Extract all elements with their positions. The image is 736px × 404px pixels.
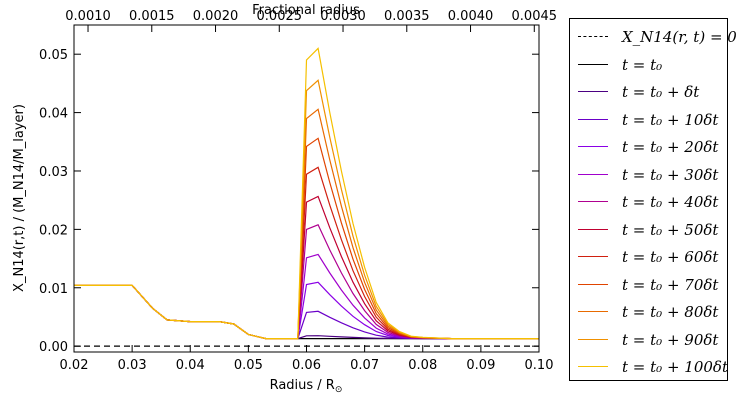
x-axis-title-text: Radius / R <box>270 378 335 393</box>
legend-swatch-3 <box>578 118 608 120</box>
legend-item-2: t = t₀ + δt <box>570 81 727 103</box>
legend-label-8: t = t₀ + 60δt <box>622 248 719 266</box>
legend-swatch-2 <box>578 91 608 92</box>
y-tick-label-4: 0.04 <box>39 107 68 122</box>
axes-layer: 0.02 0.03 0.04 0.05 0.06 0.07 0.08 0.09 0.10 0.00… <box>39 9 557 373</box>
legend-item-3: t = t₀ + 10δt <box>570 109 727 131</box>
y-tick-label-2: 0.02 <box>39 223 68 238</box>
x-tick-label-5: 0.07 <box>350 358 379 373</box>
x2-tick-label-2: 0.0020 <box>193 9 239 24</box>
legend-swatch-8 <box>578 256 608 257</box>
legend-item-4: t = t₀ + 20δt <box>570 136 727 158</box>
legend-swatch-7 <box>578 228 608 230</box>
legend-label-4: t = t₀ + 20δt <box>622 138 719 156</box>
legend-item-0: X_N14(r, t) = 0 <box>570 26 736 48</box>
legend-swatch-0 <box>578 36 608 37</box>
series-line-11 <box>74 47 539 340</box>
x2-tick-label-1: 0.0015 <box>129 9 175 24</box>
y-tick-label-0: 0.00 <box>39 340 68 355</box>
y-tick-label-5: 0.05 <box>39 48 68 63</box>
legend-swatch-1 <box>578 63 608 65</box>
legend-swatch-11 <box>578 338 608 340</box>
series-line-3 <box>74 281 539 340</box>
legend-label-9: t = t₀ + 70δt <box>622 275 719 294</box>
x-axis-title-subscript: ⊙ <box>335 385 343 395</box>
legend-item-11: t = t₀ + 90δt <box>570 329 727 351</box>
legend-item-5: t = t₀ + 30δt <box>570 164 727 186</box>
legend-label-6: t = t₀ + 40δt <box>622 193 719 211</box>
legend-swatch-4 <box>578 146 608 147</box>
x-tick-label-7: 0.09 <box>466 358 495 373</box>
series-line-9 <box>74 108 539 340</box>
x2-axis-title: Fractional radius <box>252 3 360 18</box>
legend-item-9: t = t₀ + 70δt <box>570 274 727 296</box>
legend: X_N14(r, t) = 0 t = t₀ t = t₀ + δt t = t₀ +… <box>569 18 736 381</box>
legend-item-10: t = t₀ + 80δt <box>570 301 727 323</box>
legend-label-10: t = t₀ + 80δt <box>622 303 719 321</box>
legend-label-7: t = t₀ + 50δt <box>622 220 719 239</box>
y-tick-label-1: 0.01 <box>39 282 68 297</box>
x2-tick-label-7: 0.0045 <box>512 9 558 24</box>
series-line-8 <box>74 137 539 340</box>
legend-swatch-10 <box>578 311 608 312</box>
legend-label-12: t = t₀ + 100δt <box>622 358 728 376</box>
legend-item-12: t = t₀ + 100δt <box>570 356 728 378</box>
legend-label-3: t = t₀ + 10δt <box>622 110 719 129</box>
x2-tick-label-4: 0.0030 <box>320 9 366 24</box>
legend-swatch-5 <box>578 173 608 175</box>
legend-item-6: t = t₀ + 40δt <box>570 191 727 213</box>
legend-label-1: t = t₀ <box>622 55 663 74</box>
legend-label-5: t = t₀ + 30δt <box>622 165 719 184</box>
y-tick-label-3: 0.03 <box>39 165 68 180</box>
legend-label-2: t = t₀ + δt <box>622 83 700 101</box>
x2-tick-label-0: 0.0010 <box>65 9 111 24</box>
x-tick-label-6: 0.08 <box>408 358 437 373</box>
series-line-5 <box>74 224 539 340</box>
legend-label-11: t = t₀ + 90δt <box>622 330 719 349</box>
legend-item-8: t = t₀ + 60δt <box>570 246 727 268</box>
series-layer <box>74 47 539 347</box>
legend-swatch-9 <box>578 283 608 285</box>
x2-tick-label-3: 0.0025 <box>257 9 303 24</box>
legend-item-1: t = t₀ <box>570 54 727 76</box>
series-line-4 <box>74 253 539 340</box>
x-tick-label-3: 0.05 <box>234 358 263 373</box>
x-tick-label-0: 0.02 <box>60 358 89 373</box>
x-axis-title: Radius / R⊙ <box>270 378 343 395</box>
legend-label-0: X_N14(r, t) = 0 <box>622 28 736 46</box>
x-tick-label-1: 0.03 <box>118 358 147 373</box>
series-line-6 <box>74 195 539 340</box>
legend-item-7: t = t₀ + 50δt <box>570 219 727 241</box>
x-tick-label-4: 0.06 <box>292 358 321 373</box>
x-tick-label-2: 0.04 <box>176 358 205 373</box>
series-line-2 <box>74 284 539 340</box>
x2-tick-label-6: 0.0040 <box>448 9 494 24</box>
legend-swatch-12 <box>578 366 608 367</box>
y-axis-title: X_N14(r,t) / (M_N14/M_layer) <box>12 104 27 292</box>
legend-swatch-6 <box>578 201 608 202</box>
x2-tick-label-5: 0.0035 <box>384 9 430 24</box>
x-tick-label-8: 0.10 <box>525 358 554 373</box>
